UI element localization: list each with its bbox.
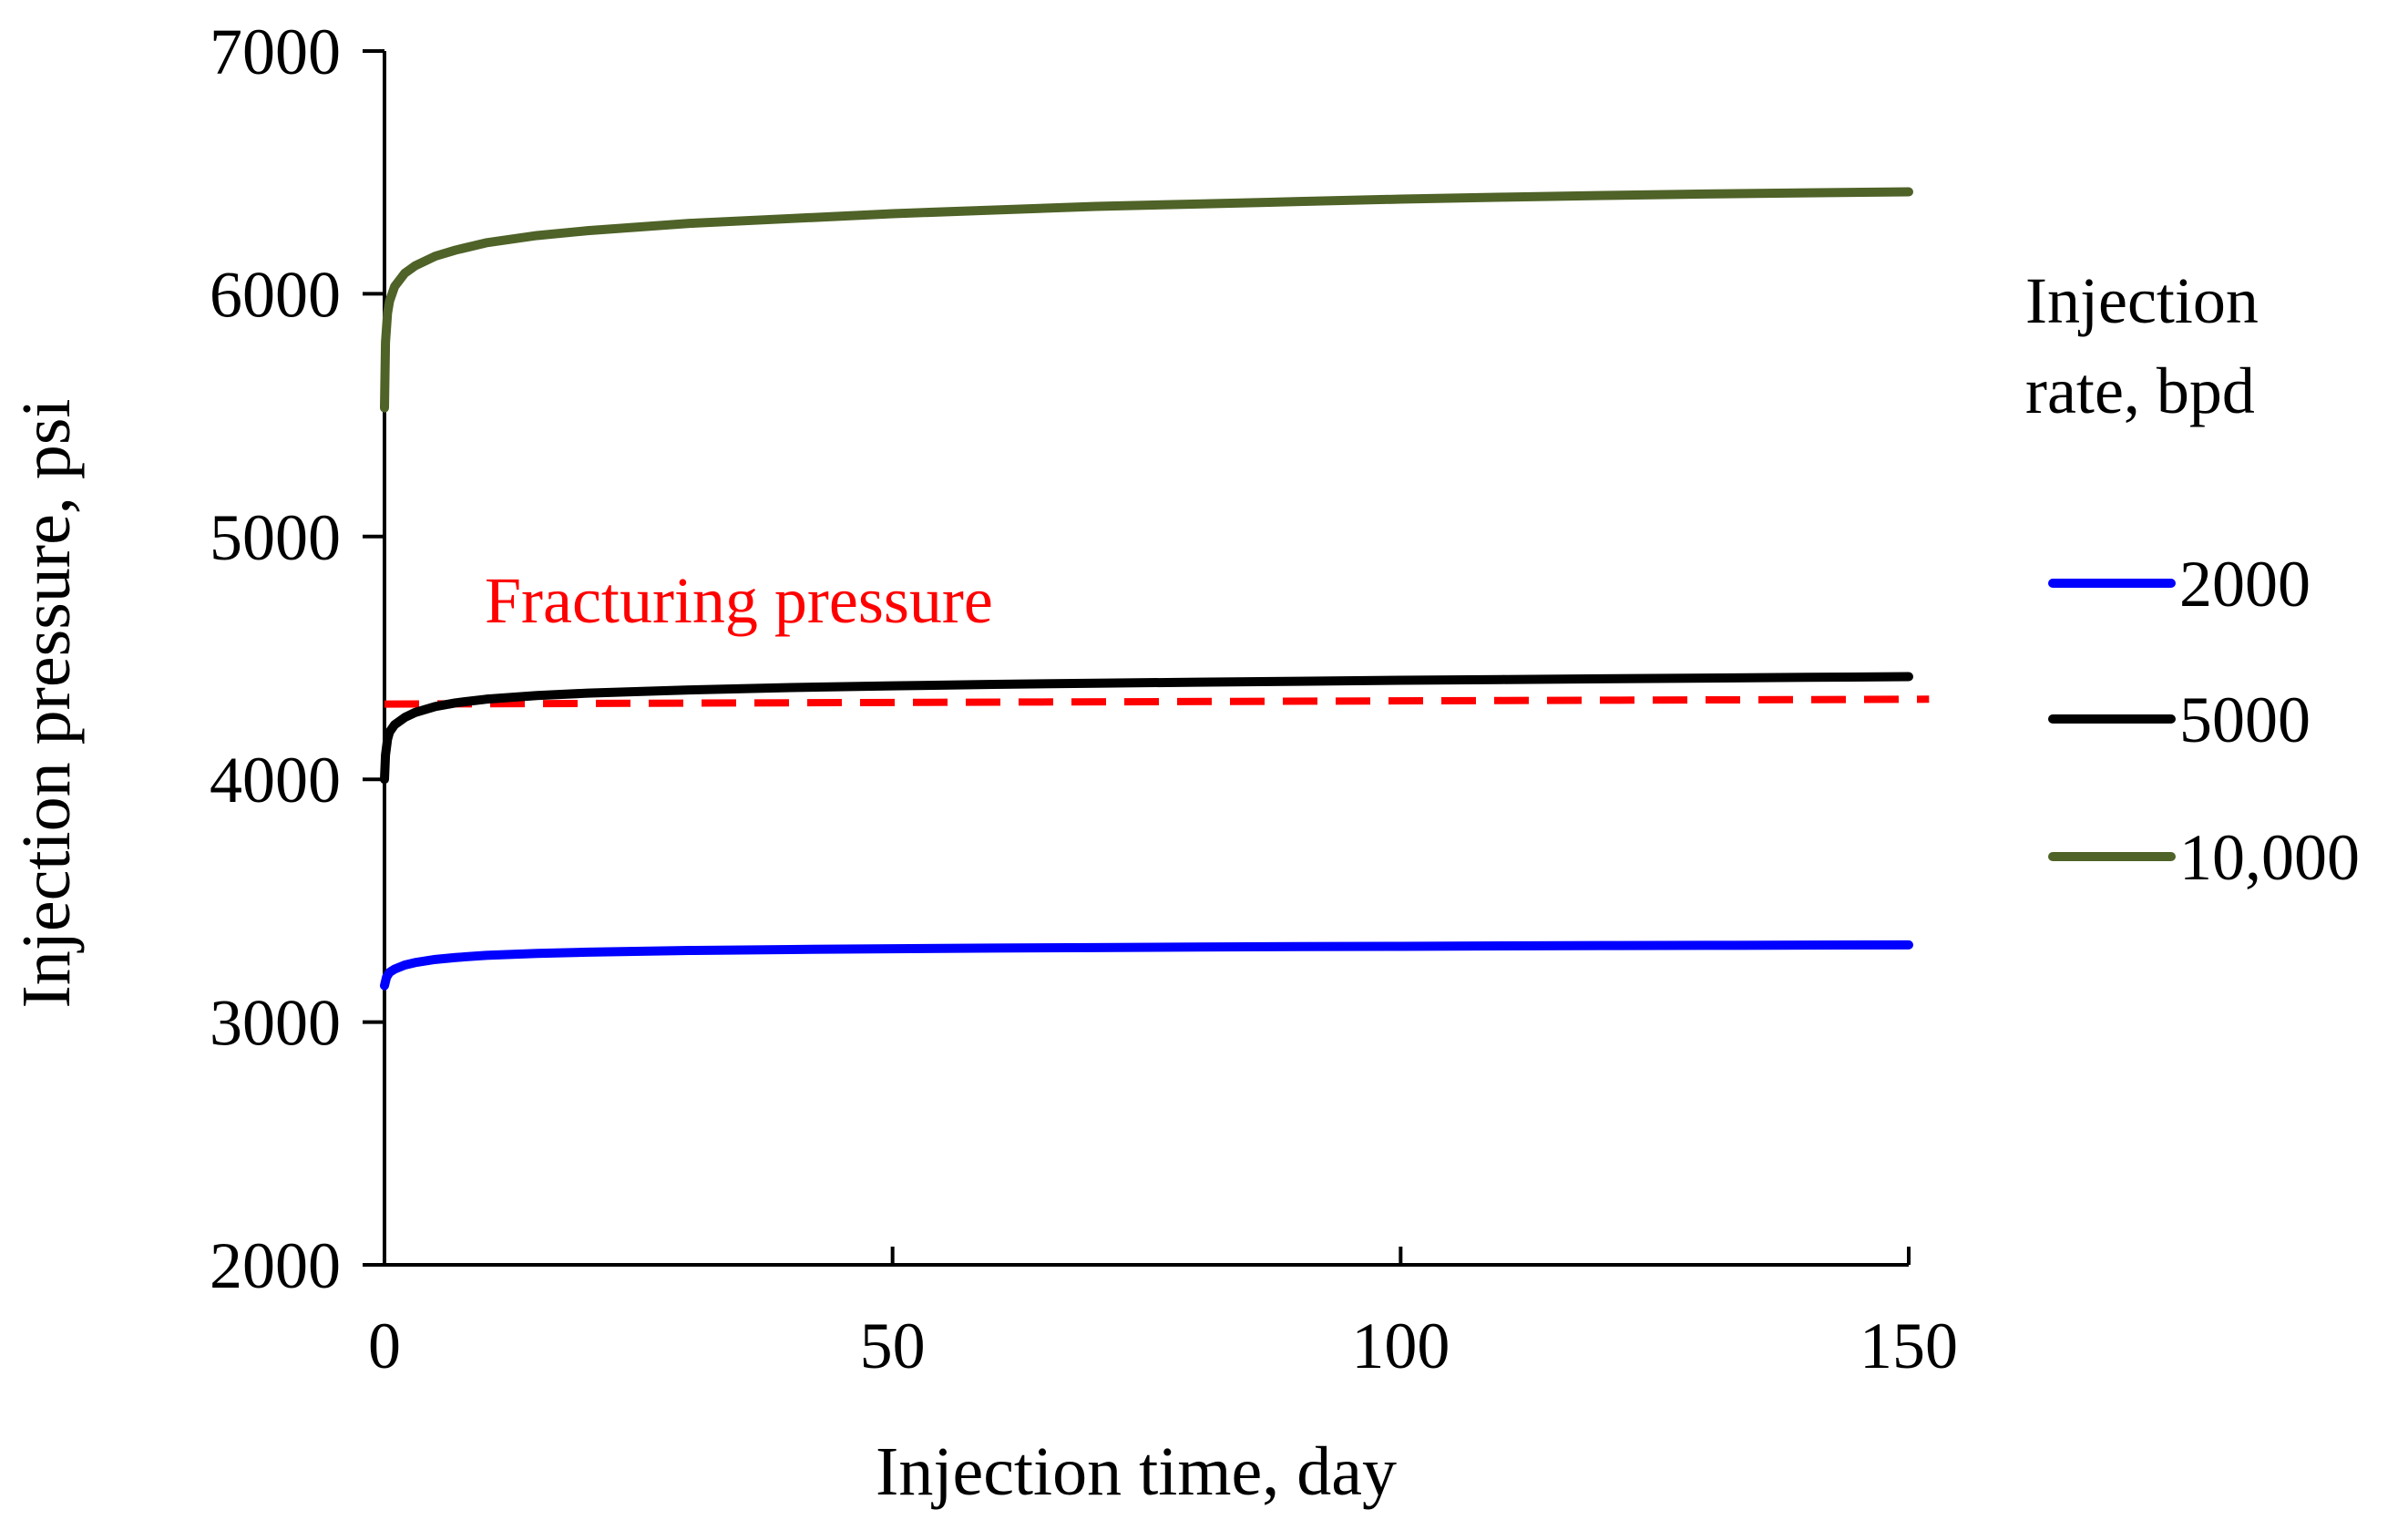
x-tick-label: 0 xyxy=(368,1309,401,1382)
y-tick-label: 3000 xyxy=(210,987,341,1060)
x-axis-title: Injection time, day xyxy=(876,1433,1397,1510)
y-axis: 2000 3000 4000 5000 6000 7000 xyxy=(210,15,386,1302)
x-tick-label: 50 xyxy=(860,1309,926,1382)
legend-label: 10,000 xyxy=(2179,821,2360,894)
fracturing-pressure-line xyxy=(384,695,1930,708)
y-axis-title: Injection pressure, psi xyxy=(8,398,85,1008)
legend: Injection rate, bpd 2000 5000 10,000 xyxy=(2025,264,2360,894)
x-tick-label: 100 xyxy=(1351,1309,1450,1382)
legend-title-line-2: rate, bpd xyxy=(2025,354,2255,427)
legend-label: 5000 xyxy=(2179,683,2311,756)
series-lines xyxy=(380,187,1913,991)
y-tick-label: 6000 xyxy=(210,258,341,331)
y-tick-label: 2000 xyxy=(210,1229,341,1302)
y-tick-label: 5000 xyxy=(210,501,341,574)
y-tick-label: 4000 xyxy=(210,744,341,816)
x-tick-label: 150 xyxy=(1860,1309,1958,1382)
y-tick-label: 7000 xyxy=(210,15,341,88)
legend-label: 2000 xyxy=(2179,548,2311,621)
fracturing-pressure-annotation: Fracturing pressure xyxy=(485,564,993,637)
series-line-2000 xyxy=(380,940,1913,991)
series-line-10000 xyxy=(380,187,1913,413)
x-axis: 0 50 100 150 xyxy=(368,1247,1958,1382)
series-line-5000 xyxy=(380,672,1913,785)
legend-title-line-1: Injection xyxy=(2025,264,2259,337)
y-ticks: 2000 3000 4000 5000 6000 7000 xyxy=(210,15,384,1302)
legend-items: 2000 5000 10,000 xyxy=(2048,548,2360,894)
reference-lines xyxy=(384,695,1930,708)
x-ticks: 0 50 100 150 xyxy=(368,1247,1958,1382)
